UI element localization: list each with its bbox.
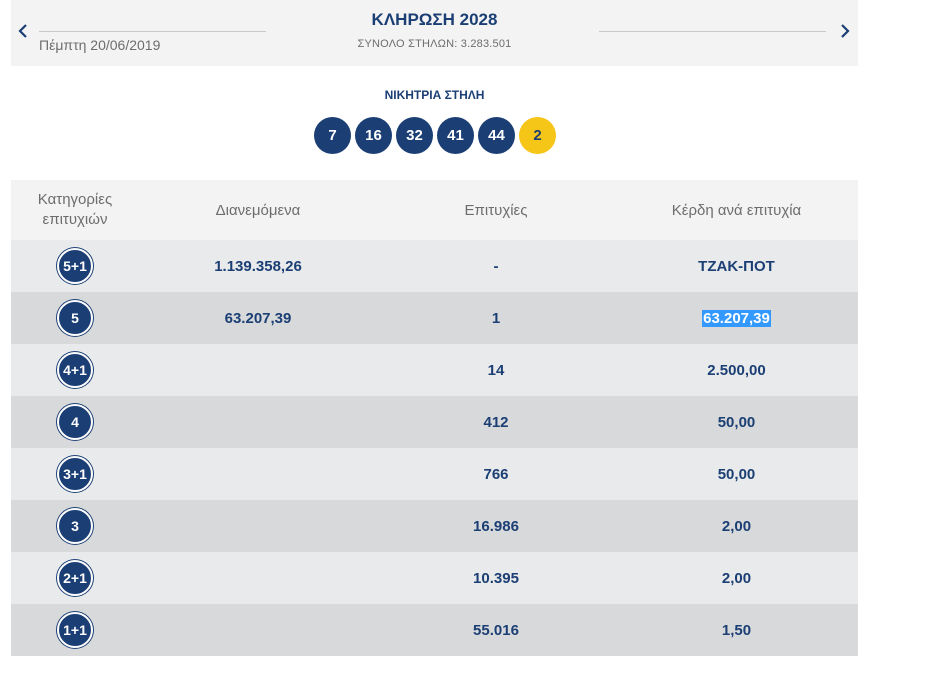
header-divider-left xyxy=(39,31,266,32)
wins-value: 1 xyxy=(491,309,501,327)
chevron-left-icon xyxy=(18,24,27,38)
winning-number-ball: 32 xyxy=(396,117,433,154)
total-columns: ΣΥΝΟΛΟ ΣΤΗΛΩΝ: 3.283.501 xyxy=(357,38,512,50)
header-categories: Κατηγορίες επιτυχιών xyxy=(11,190,139,230)
prize-value: 50,00 xyxy=(717,413,756,431)
winning-column-label: ΝΙΚΗΤΡΙΑ ΣΤΗΛΗ xyxy=(384,88,485,102)
winning-numbers: 7 16 32 41 44 2 xyxy=(314,117,560,154)
category-badge: 1+1 xyxy=(57,612,93,648)
category-badge: 5+1 xyxy=(57,248,93,284)
table-row: 3+1 766 50,00 xyxy=(11,448,858,500)
winning-number-ball: 41 xyxy=(437,117,474,154)
prize-value: 1,50 xyxy=(721,621,752,639)
header-distributed: Διανεμόμενα xyxy=(215,201,301,219)
winning-number-ball: 7 xyxy=(314,117,351,154)
prize-value-selected: 63.207,39 xyxy=(702,309,771,327)
category-badge: 4+1 xyxy=(57,352,93,388)
table-row: 4 412 50,00 xyxy=(11,396,858,448)
category-badge: 4 xyxy=(57,404,93,440)
prize-table-header: Κατηγορίες επιτυχιών Διανεμόμενα Επιτυχί… xyxy=(11,180,858,240)
header-wins: Επιτυχίες xyxy=(464,201,528,219)
wins-value: 412 xyxy=(483,413,509,431)
category-badge: 3+1 xyxy=(57,456,93,492)
header-prize: Κέρδη ανά επιτυχία xyxy=(671,201,802,219)
table-row: 4+1 14 2.500,00 xyxy=(11,344,858,396)
header-categories-line2: επιτυχιών xyxy=(42,211,108,228)
chevron-right-icon xyxy=(841,24,850,38)
wins-value: 55.016 xyxy=(473,621,519,639)
wins-value: 16.986 xyxy=(473,517,519,535)
prize-value: 2,00 xyxy=(721,569,752,587)
distributed-value: 1.139.358,26 xyxy=(214,257,302,275)
draw-title: ΚΛΗΡΩΣΗ 2028 xyxy=(371,10,498,29)
joker-number-ball: 2 xyxy=(519,117,556,154)
table-row: 3 16.986 2,00 xyxy=(11,500,858,552)
winning-number-ball: 16 xyxy=(355,117,392,154)
table-row: 5+1 1.139.358,26 - ΤΖΑΚ-ΠΟΤ xyxy=(11,240,858,292)
draw-header: Πέμπτη 20/06/2019 ΚΛΗΡΩΣΗ 2028 ΣΥΝΟΛΟ ΣΤ… xyxy=(11,0,858,66)
prize-value: ΤΖΑΚ-ΠΟΤ xyxy=(698,257,775,275)
header-divider-right xyxy=(599,31,826,32)
prize-value: 2,00 xyxy=(721,517,752,535)
category-badge: 5 xyxy=(57,300,93,336)
table-row: 1+1 55.016 1,50 xyxy=(11,604,858,656)
category-badge: 2+1 xyxy=(57,560,93,596)
prize-cell: 63.207,39 xyxy=(615,309,858,327)
category-badge: 3 xyxy=(57,508,93,544)
table-row: 2+1 10.395 2,00 xyxy=(11,552,858,604)
distributed-value: 63.207,39 xyxy=(224,309,292,327)
header-categories-line1: Κατηγορίες xyxy=(37,191,113,208)
prize-value: 50,00 xyxy=(717,465,756,483)
table-row: 5 63.207,39 1 63.207,39 xyxy=(11,292,858,344)
wins-value: - xyxy=(493,257,499,275)
draw-date: Πέμπτη 20/06/2019 xyxy=(39,37,161,53)
wins-value: 766 xyxy=(483,465,509,483)
next-draw-button[interactable] xyxy=(837,20,853,42)
winning-number-ball: 44 xyxy=(478,117,515,154)
prize-value: 2.500,00 xyxy=(707,361,766,379)
previous-draw-button[interactable] xyxy=(15,20,31,42)
wins-value: 10.395 xyxy=(473,569,519,587)
prize-table: Κατηγορίες επιτυχιών Διανεμόμενα Επιτυχί… xyxy=(11,180,858,656)
wins-value: 14 xyxy=(487,361,505,379)
